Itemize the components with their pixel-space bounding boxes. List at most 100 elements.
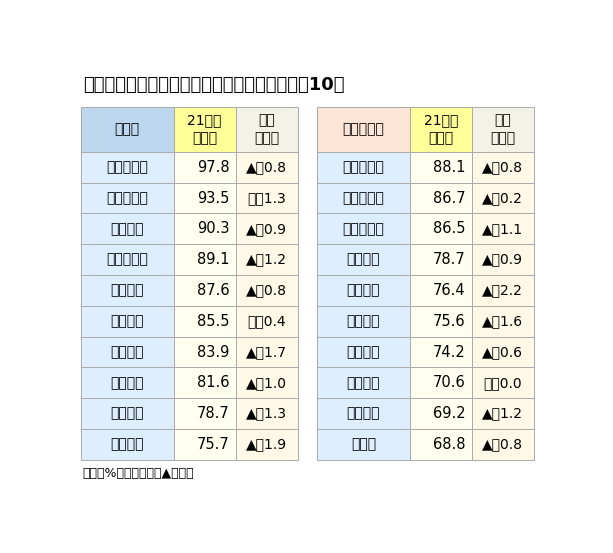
- Text: 前年
同期比: 前年 同期比: [490, 113, 516, 145]
- Bar: [235, 244, 297, 275]
- Bar: [80, 367, 173, 398]
- Text: 93.5: 93.5: [197, 191, 229, 206]
- Text: 関西みらい: 関西みらい: [343, 222, 384, 236]
- Bar: [472, 306, 534, 337]
- Bar: [472, 107, 534, 152]
- Text: 清　　水: 清 水: [110, 406, 144, 421]
- Bar: [410, 398, 472, 429]
- Bar: [235, 182, 297, 213]
- Text: ス　ル　ガ: ス ル ガ: [106, 160, 148, 174]
- Bar: [235, 107, 297, 152]
- Bar: [410, 213, 472, 244]
- Text: ▲　2.2: ▲ 2.2: [482, 284, 524, 298]
- Text: 90.3: 90.3: [197, 221, 229, 236]
- Bar: [317, 429, 410, 460]
- Bar: [472, 213, 534, 244]
- Text: 沖縄海邦: 沖縄海邦: [110, 437, 144, 451]
- Text: 1.3: 1.3: [247, 191, 286, 205]
- Bar: [472, 152, 534, 182]
- Text: 87.6: 87.6: [197, 283, 229, 298]
- Text: ▲　0.8: ▲ 0.8: [482, 437, 524, 451]
- Text: ▲　0.9: ▲ 0.9: [246, 222, 287, 236]
- Text: ▲　1.1: ▲ 1.1: [482, 222, 524, 236]
- Text: ▲　0.2: ▲ 0.2: [482, 191, 524, 205]
- Text: 70.6: 70.6: [433, 375, 466, 390]
- Text: 東京スター: 東京スター: [343, 191, 384, 205]
- Bar: [410, 152, 472, 182]
- Text: 前年
同期比: 前年 同期比: [254, 113, 279, 145]
- Bar: [317, 182, 410, 213]
- Bar: [80, 429, 173, 460]
- Text: 88.1: 88.1: [433, 160, 466, 175]
- Text: 横　　浜: 横 浜: [110, 222, 144, 236]
- Text: 21年４
〜９月: 21年４ 〜９月: [424, 113, 458, 145]
- Text: ▲　1.3: ▲ 1.3: [246, 406, 287, 421]
- Text: 76.4: 76.4: [433, 283, 466, 298]
- Bar: [235, 306, 297, 337]
- Bar: [472, 429, 534, 460]
- Bar: [80, 182, 173, 213]
- Text: ▲　1.9: ▲ 1.9: [246, 437, 287, 451]
- Text: 69.2: 69.2: [433, 406, 466, 421]
- Bar: [317, 244, 410, 275]
- Text: 0.4: 0.4: [247, 314, 286, 328]
- Bar: [472, 337, 534, 367]
- Text: 83.9: 83.9: [197, 345, 229, 359]
- Bar: [80, 275, 173, 306]
- Text: 0.0: 0.0: [484, 376, 522, 390]
- Bar: [173, 107, 235, 152]
- Bar: [317, 275, 410, 306]
- Text: ▲　1.7: ▲ 1.7: [246, 345, 287, 359]
- Bar: [235, 275, 297, 306]
- Text: 97.8: 97.8: [197, 160, 229, 175]
- Bar: [410, 182, 472, 213]
- Text: 74.2: 74.2: [433, 345, 466, 359]
- Text: 86.5: 86.5: [433, 221, 466, 236]
- Text: 関西みらい: 関西みらい: [106, 253, 148, 267]
- Bar: [410, 337, 472, 367]
- Bar: [317, 213, 410, 244]
- Text: 単位：%、ポイント、▲は低下: 単位：%、ポイント、▲は低下: [83, 467, 194, 480]
- Text: 横　　浜: 横 浜: [346, 345, 380, 359]
- Text: 沖　　縄: 沖 縄: [110, 376, 144, 390]
- Text: 但　　馬: 但 馬: [346, 376, 380, 390]
- Bar: [173, 398, 235, 429]
- Bar: [317, 337, 410, 367]
- Bar: [410, 275, 472, 306]
- Text: 但　　馬: 但 馬: [110, 314, 144, 328]
- Text: 静　　岡: 静 岡: [346, 253, 380, 267]
- Text: ▲　0.8: ▲ 0.8: [246, 160, 287, 174]
- Bar: [472, 398, 534, 429]
- Text: 89.1: 89.1: [197, 252, 229, 267]
- Text: 東京スター: 東京スター: [106, 191, 148, 205]
- Bar: [235, 337, 297, 367]
- Bar: [410, 107, 472, 152]
- Text: ▲　1.2: ▲ 1.2: [482, 406, 524, 421]
- Bar: [472, 182, 534, 213]
- Text: 21年４
〜９月: 21年４ 〜９月: [188, 113, 222, 145]
- Text: ▲　0.6: ▲ 0.6: [482, 345, 524, 359]
- Text: ▲　1.2: ▲ 1.2: [246, 253, 287, 267]
- Text: ス　ル　ガ: ス ル ガ: [343, 160, 384, 174]
- Bar: [317, 152, 410, 182]
- Text: ▲　1.6: ▲ 1.6: [482, 314, 524, 328]
- Bar: [173, 306, 235, 337]
- Bar: [410, 429, 472, 460]
- Text: 75.6: 75.6: [433, 314, 466, 328]
- Text: 78.7: 78.7: [197, 406, 229, 421]
- Text: 86.7: 86.7: [433, 191, 466, 206]
- Text: 名古屋: 名古屋: [351, 437, 376, 451]
- Text: 78.7: 78.7: [433, 252, 466, 267]
- Bar: [410, 306, 472, 337]
- Bar: [173, 275, 235, 306]
- Bar: [173, 337, 235, 367]
- Text: ▲　0.8: ▲ 0.8: [482, 160, 524, 174]
- Bar: [317, 398, 410, 429]
- Text: ▲　0.8: ▲ 0.8: [246, 284, 287, 298]
- Text: ７年超: ７年超: [115, 123, 140, 137]
- Bar: [80, 398, 173, 429]
- Bar: [80, 337, 173, 367]
- Bar: [410, 367, 472, 398]
- Text: １年超合計: １年超合計: [343, 123, 384, 137]
- Bar: [317, 107, 410, 152]
